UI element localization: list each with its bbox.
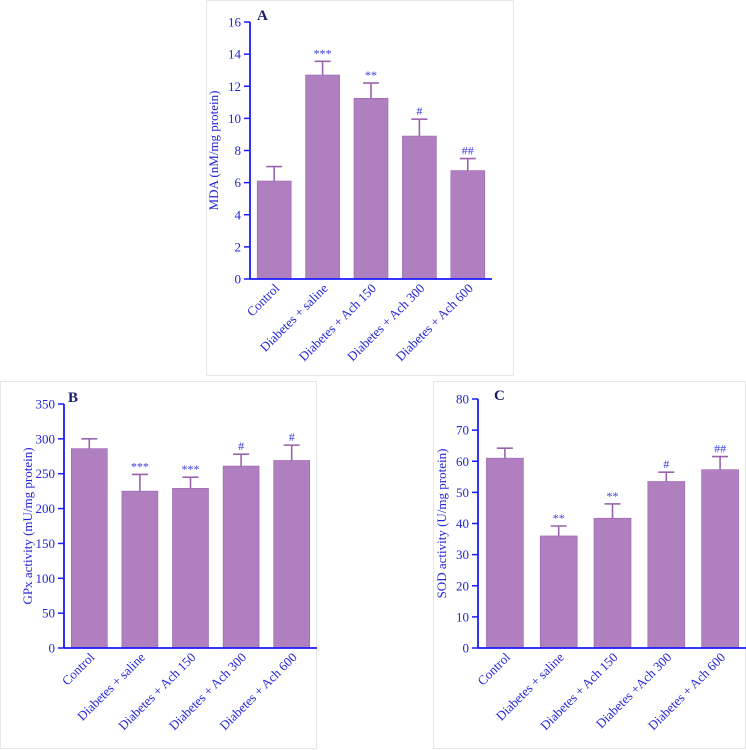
chart-c-bar xyxy=(701,469,739,649)
chart-a-y-tick-label: 8 xyxy=(235,143,242,158)
chart-b-y-tick-label: 0 xyxy=(49,641,56,656)
chart-b-significance-label: # xyxy=(289,430,295,444)
chart-panel-b: B GPx activity (mU/mg protein) Control *** D… xyxy=(0,381,317,749)
chart-a-bar xyxy=(256,180,292,280)
chart-c-significance-label: # xyxy=(663,457,669,471)
chart-c-y-tick-label: 80 xyxy=(456,392,469,407)
chart-c-y-tick-label: 60 xyxy=(456,454,469,469)
chart-a-y-tick-label: 4 xyxy=(235,207,242,222)
chart-c-y-tick-label: 40 xyxy=(456,516,469,531)
chart-b-significance-label: *** xyxy=(131,459,149,473)
chart-b-y-tick-label: 350 xyxy=(36,397,56,412)
chart-c-y-tick-label: 70 xyxy=(456,423,469,438)
chart-c-y-tick-label: 30 xyxy=(456,547,469,562)
chart-b-significance-label: *** xyxy=(182,462,200,476)
chart-b-y-tick-label: 300 xyxy=(36,431,56,446)
chart-c-y-axis-label: SOD activity (U/mg protein) xyxy=(434,449,449,599)
chart-c-bar xyxy=(486,457,524,649)
chart-c-panel-label: C xyxy=(494,388,505,404)
chart-b-y-tick-label: 50 xyxy=(42,606,55,621)
chart-a-bar xyxy=(402,135,437,280)
chart-c-bar xyxy=(647,481,686,649)
chart-a-y-tick-label: 6 xyxy=(235,175,242,190)
chart-b-y-axis-label: GPx activity (mU/mg protein) xyxy=(20,447,35,604)
chart-b-bar xyxy=(121,490,159,649)
chart-b-y-tick-label: 250 xyxy=(36,466,56,481)
chart-a-category-label: Control xyxy=(244,280,283,319)
chart-c-y-tick-label: 0 xyxy=(463,641,470,656)
chart-b-panel-label: B xyxy=(68,390,78,406)
chart-c-y-tick-label: 10 xyxy=(456,609,469,624)
chart-c-significance-label: ** xyxy=(553,511,565,525)
chart-b-significance-label: # xyxy=(238,439,244,453)
chart-b-y-tick-label: 200 xyxy=(36,501,56,516)
chart-a-significance-label: # xyxy=(416,104,422,118)
chart-b-y-tick-label: 100 xyxy=(36,571,56,586)
chart-b-bar xyxy=(222,465,260,649)
chart-a-y-tick-label: 12 xyxy=(228,79,241,94)
chart-a-significance-label: *** xyxy=(314,46,332,60)
chart-c-bar xyxy=(539,535,578,649)
chart-c-significance-label: ** xyxy=(607,489,619,503)
chart-panel-a: A MDA (nM/mg protein) Control *** Diabetes +… xyxy=(206,0,514,376)
chart-a-y-tick-label: 2 xyxy=(235,239,242,254)
chart-c-bar xyxy=(593,517,632,649)
chart-a-y-tick-label: 0 xyxy=(235,272,242,287)
chart-a-panel-label: A xyxy=(257,8,268,24)
chart-a-significance-label: ## xyxy=(462,144,474,158)
chart-a-y-tick-label: 10 xyxy=(228,111,241,126)
chart-a-significance-label: ** xyxy=(365,68,377,82)
chart-a-bar xyxy=(305,74,340,280)
chart-c-category-label: Control xyxy=(474,649,513,688)
chart-b-bar xyxy=(273,460,311,649)
chart-c-significance-label: ## xyxy=(714,442,726,456)
chart-a-y-axis-label: MDA (nM/mg protein) xyxy=(206,91,221,211)
chart-a-y-tick-label: 16 xyxy=(228,15,242,30)
chart-b-category-label: Control xyxy=(59,649,98,688)
chart-a-y-tick-label: 14 xyxy=(228,47,242,62)
chart-a-bar xyxy=(450,170,486,280)
chart-b-bar xyxy=(71,448,108,649)
chart-b-y-tick-label: 150 xyxy=(36,536,56,551)
chart-c-y-tick-label: 20 xyxy=(456,578,469,593)
chart-panel-c: C SOD activity (U/mg protein) Control ** Dia… xyxy=(433,381,746,749)
chart-b-bar xyxy=(172,488,209,649)
chart-a-bar xyxy=(353,97,389,280)
chart-c-y-tick-label: 50 xyxy=(456,485,469,500)
